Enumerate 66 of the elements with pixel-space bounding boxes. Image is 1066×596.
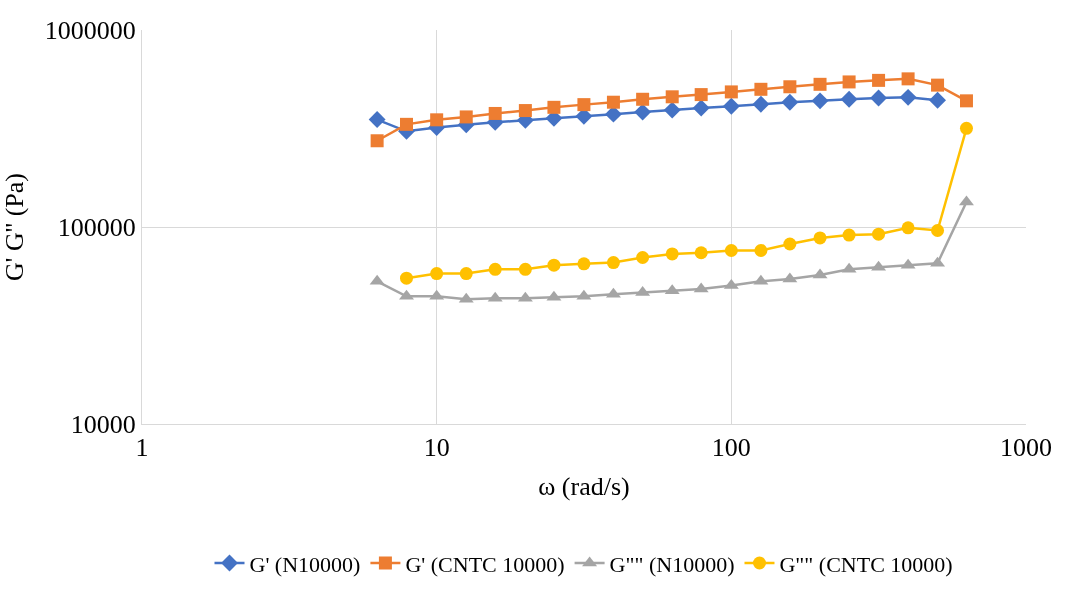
x-tick-label: 100 bbox=[711, 433, 751, 463]
point bbox=[694, 88, 708, 102]
point bbox=[518, 262, 532, 276]
point bbox=[840, 90, 858, 108]
point bbox=[931, 78, 945, 92]
point bbox=[752, 95, 770, 113]
point bbox=[901, 221, 915, 235]
y-axis-title: G' G'' (Pa) bbox=[0, 173, 29, 281]
point bbox=[754, 82, 768, 96]
point bbox=[724, 243, 738, 257]
point bbox=[931, 223, 945, 237]
y-tick-label: 10000 bbox=[70, 410, 136, 440]
point bbox=[547, 100, 561, 114]
legend-label: G"" (CNTC 10000) bbox=[779, 551, 953, 577]
point bbox=[606, 95, 620, 109]
point bbox=[901, 72, 915, 86]
point bbox=[430, 267, 444, 281]
point bbox=[722, 97, 740, 115]
x-tick-label: 1000 bbox=[1000, 433, 1052, 463]
x-axis-title: ω (rad/s) bbox=[538, 471, 630, 501]
point bbox=[400, 271, 413, 285]
point bbox=[694, 246, 708, 260]
point bbox=[872, 73, 886, 87]
point bbox=[783, 237, 797, 251]
point bbox=[370, 134, 384, 148]
point bbox=[870, 89, 888, 107]
point bbox=[813, 231, 827, 245]
point bbox=[842, 75, 856, 89]
point bbox=[459, 110, 473, 124]
point bbox=[754, 243, 768, 257]
point bbox=[959, 94, 973, 108]
legend-label: G"" (N10000) bbox=[609, 551, 735, 577]
point bbox=[368, 111, 386, 129]
point bbox=[634, 103, 652, 121]
point bbox=[488, 106, 502, 120]
point bbox=[692, 99, 710, 117]
point bbox=[929, 91, 946, 109]
point bbox=[663, 101, 681, 119]
point bbox=[813, 77, 827, 91]
point bbox=[636, 92, 650, 106]
point bbox=[400, 117, 413, 131]
point bbox=[842, 228, 856, 242]
point bbox=[783, 80, 797, 94]
point bbox=[577, 257, 591, 271]
point bbox=[781, 93, 799, 111]
point bbox=[606, 256, 620, 270]
y-tick-label: 1000000 bbox=[44, 16, 136, 46]
point bbox=[665, 90, 679, 104]
point bbox=[724, 85, 738, 99]
point bbox=[959, 121, 973, 135]
x-tick-label: 10 bbox=[423, 433, 450, 463]
point bbox=[430, 113, 444, 127]
point bbox=[899, 88, 917, 106]
point bbox=[665, 247, 679, 261]
point bbox=[547, 258, 561, 272]
point bbox=[488, 262, 502, 276]
point bbox=[811, 92, 829, 110]
legend-label: G' (CNTC 10000) bbox=[405, 551, 565, 577]
point bbox=[872, 227, 886, 241]
x-tick-label: 1 bbox=[135, 433, 149, 463]
legend-label: G' (N10000) bbox=[249, 551, 361, 577]
y-tick-label: 100000 bbox=[57, 213, 136, 243]
point bbox=[459, 267, 473, 281]
point bbox=[577, 98, 591, 112]
point bbox=[518, 104, 532, 118]
point bbox=[636, 251, 650, 265]
